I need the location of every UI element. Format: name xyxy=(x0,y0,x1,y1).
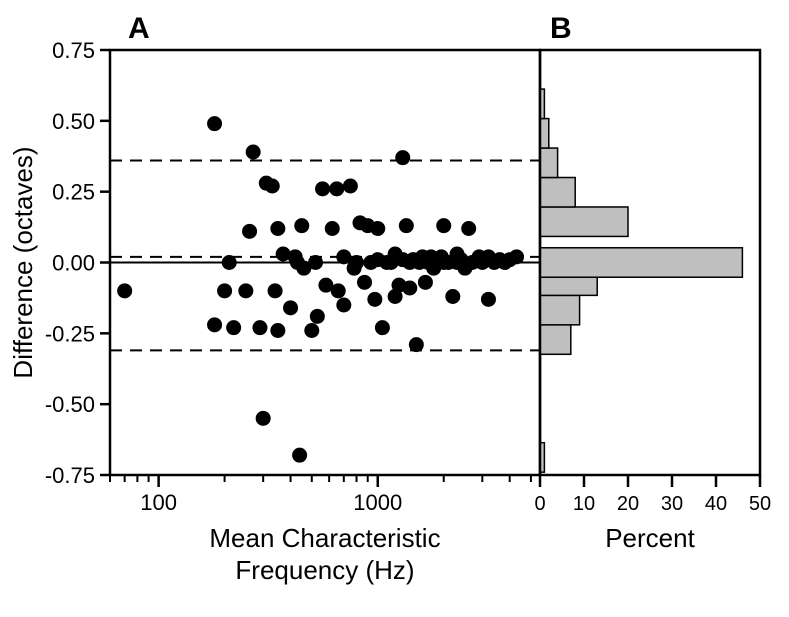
scatter-point xyxy=(294,218,309,233)
scatter-point xyxy=(375,320,390,335)
scatter-point xyxy=(395,150,410,165)
scatter-point xyxy=(242,224,257,239)
scatter-point xyxy=(252,320,267,335)
scatter-point xyxy=(246,145,261,160)
scatter-point xyxy=(402,281,417,296)
scatter-point xyxy=(256,411,271,426)
scatter-point xyxy=(436,218,451,233)
panel-a-label: A xyxy=(128,12,150,45)
hist-bar xyxy=(540,325,571,354)
ytick-label: -0.50 xyxy=(45,392,95,417)
scatter-point xyxy=(207,116,222,131)
scatter-point xyxy=(310,309,325,324)
panel-b-label: B xyxy=(550,12,572,45)
scatter-point xyxy=(304,323,319,338)
hist-bar xyxy=(540,295,580,324)
ytick-label: 0.50 xyxy=(52,109,95,134)
xtick-b-label: 20 xyxy=(617,493,639,515)
ytick-label: 0.25 xyxy=(52,180,95,205)
scatter-point xyxy=(357,275,372,290)
scatter-point xyxy=(336,298,351,313)
scatter-point xyxy=(270,323,285,338)
x-axis-label-a-line1: Mean Characteristic xyxy=(209,523,440,553)
scatter-point xyxy=(481,292,496,307)
scatter-point xyxy=(217,283,232,298)
ytick-label: -0.75 xyxy=(45,463,95,488)
hist-bar xyxy=(540,119,549,148)
x-axis-label-a-line2: Frequency (Hz) xyxy=(235,555,414,585)
scatter-point xyxy=(509,249,524,264)
scatter-point xyxy=(445,289,460,304)
xtick-label: 100 xyxy=(140,490,177,515)
ytick-label: -0.25 xyxy=(45,321,95,346)
scatter-point xyxy=(265,179,280,194)
scatter-point xyxy=(292,448,307,463)
xtick-b-label: 0 xyxy=(534,493,545,515)
scatter-point xyxy=(331,283,346,298)
ytick-label: 0.75 xyxy=(52,38,95,63)
panel-b: 0 10 20 30 40 50 xyxy=(534,50,771,515)
hist-bar xyxy=(540,178,575,207)
scatter-point xyxy=(207,317,222,332)
hist-bar xyxy=(540,148,558,177)
y-axis-label: Difference (octaves) xyxy=(8,146,38,378)
scatter-point xyxy=(367,292,382,307)
scatter-point xyxy=(329,181,344,196)
scatter-point xyxy=(399,218,414,233)
hist-bar xyxy=(540,207,628,236)
xtick-b-label: 30 xyxy=(661,493,683,515)
ytick-label: 0.00 xyxy=(52,251,95,276)
scatter-point xyxy=(409,337,424,352)
xtick-b-label: 10 xyxy=(573,493,595,515)
xtick-b-label: 40 xyxy=(705,493,727,515)
scatter-point xyxy=(325,221,340,236)
scatter-point xyxy=(349,255,364,270)
panel-a: -0.75 -0.50 -0.25 0.00 0.25 0.50 0.75 100 1000 xyxy=(45,38,540,515)
scatter-point xyxy=(461,221,476,236)
scatter-point xyxy=(268,283,283,298)
scatter-point xyxy=(270,221,285,236)
scatter-point xyxy=(308,255,323,270)
xtick-label: 1000 xyxy=(353,490,402,515)
scatter-point xyxy=(226,320,241,335)
scatter-point xyxy=(117,283,132,298)
scatter-point xyxy=(343,179,358,194)
scatter-point xyxy=(222,255,237,270)
scatter-point xyxy=(238,283,253,298)
scatter-point xyxy=(418,275,433,290)
scatter-point xyxy=(283,300,298,315)
scatter-point xyxy=(315,181,330,196)
x-axis-label-b: Percent xyxy=(605,523,695,553)
xtick-b-label: 50 xyxy=(749,493,771,515)
scatter-point xyxy=(370,221,385,236)
hist-bar xyxy=(540,248,742,277)
